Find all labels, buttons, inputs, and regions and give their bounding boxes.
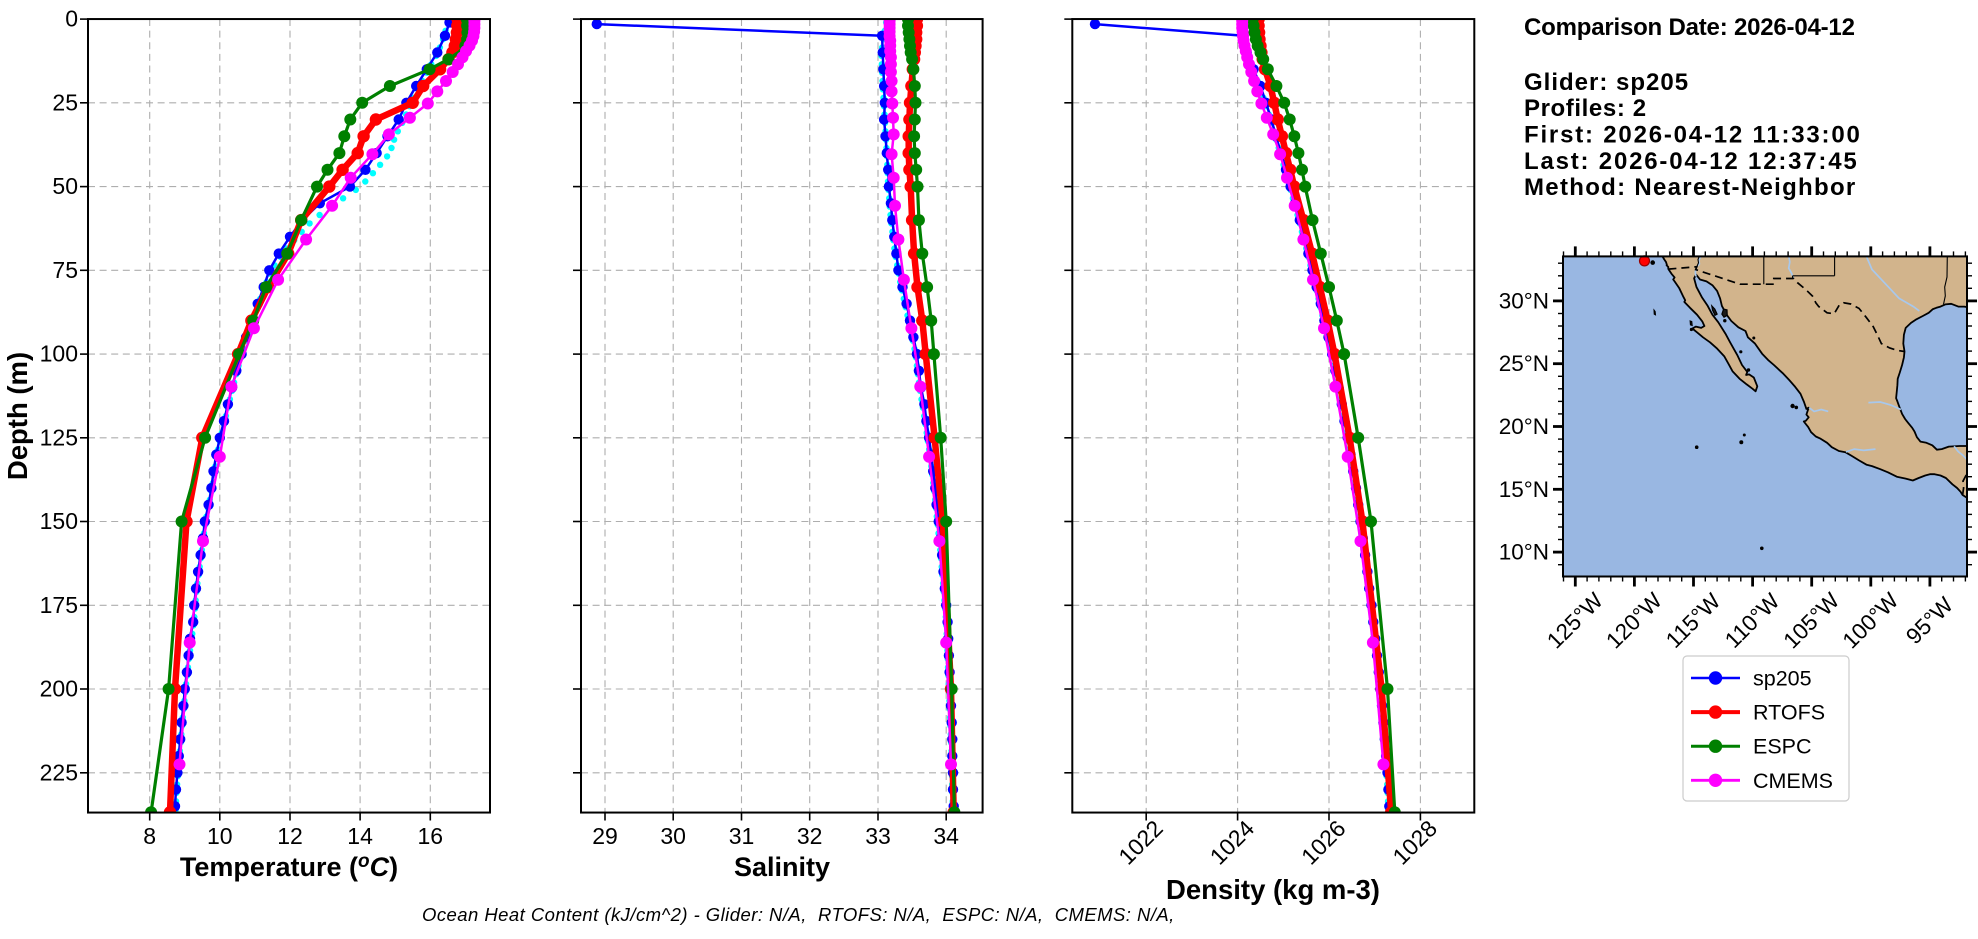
svg-text:29: 29 [592, 823, 618, 849]
svg-text:10: 10 [207, 823, 233, 849]
svg-text:RTOFS: RTOFS [1753, 701, 1825, 725]
svg-text:75: 75 [52, 257, 78, 283]
svg-text:16: 16 [418, 823, 444, 849]
svg-text:200: 200 [40, 676, 78, 702]
svg-text:Last: 2026-04-12 12:37:45: Last: 2026-04-12 12:37:45 [1524, 148, 1859, 175]
svg-text:125: 125 [40, 424, 78, 450]
svg-text:10°N: 10°N [1499, 540, 1549, 565]
svg-text:30°N: 30°N [1499, 288, 1549, 313]
svg-text:sp205: sp205 [1753, 667, 1812, 691]
svg-text:20°N: 20°N [1499, 414, 1549, 439]
svg-text:14: 14 [347, 823, 373, 849]
svg-text:100: 100 [40, 341, 78, 367]
svg-text:34: 34 [933, 823, 959, 849]
svg-text:Density (kg m-3): Density (kg m-3) [1166, 874, 1380, 905]
svg-text:50: 50 [52, 173, 78, 199]
svg-text:150: 150 [40, 508, 78, 534]
svg-text:12: 12 [277, 823, 303, 849]
svg-text:Comparison Date: 2026-04-12: Comparison Date: 2026-04-12 [1524, 14, 1855, 41]
svg-text:225: 225 [40, 759, 78, 785]
svg-text:Method: Nearest-Neighbor: Method: Nearest-Neighbor [1524, 174, 1857, 201]
svg-text:First: 2026-04-12 11:33:00: First: 2026-04-12 11:33:00 [1524, 122, 1862, 149]
svg-text:0: 0 [65, 6, 78, 32]
svg-text:Salinity: Salinity [734, 852, 830, 882]
svg-text:CMEMS: CMEMS [1753, 769, 1833, 793]
svg-text:25°N: 25°N [1499, 351, 1549, 376]
svg-text:32: 32 [797, 823, 823, 849]
svg-text:175: 175 [40, 592, 78, 618]
svg-text:15°N: 15°N [1499, 477, 1549, 502]
svg-text:33: 33 [865, 823, 891, 849]
svg-text:8: 8 [143, 823, 156, 849]
svg-text:Ocean Heat Content (kJ/cm^2) -: Ocean Heat Content (kJ/cm^2) - Glider: N… [422, 904, 1175, 925]
svg-text:Profiles: 2: Profiles: 2 [1524, 95, 1647, 122]
svg-text:30: 30 [660, 823, 686, 849]
svg-text:31: 31 [729, 823, 755, 849]
svg-text:Glider: sp205: Glider: sp205 [1524, 69, 1689, 96]
svg-text:Depth (m): Depth (m) [2, 352, 33, 480]
svg-text:25: 25 [52, 89, 78, 115]
svg-text:ESPC: ESPC [1753, 735, 1812, 759]
